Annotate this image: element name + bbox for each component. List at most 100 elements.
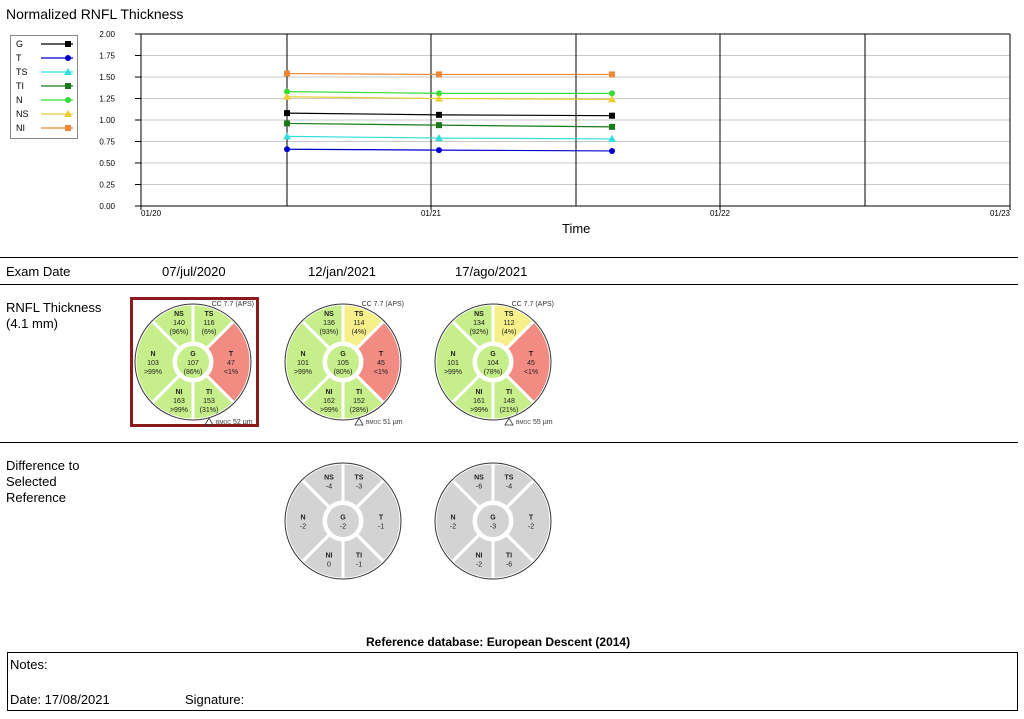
data-point-ts <box>608 134 616 142</box>
divider <box>0 442 1018 443</box>
sector-value-g: (86%) <box>184 369 203 376</box>
sector-value-t: 45 <box>527 360 535 367</box>
legend-marker <box>64 68 72 75</box>
legend-swatch <box>41 41 73 47</box>
legend-label: N <box>16 95 23 105</box>
sector-name-g: G <box>190 351 196 358</box>
sector-value-ns: 140 <box>173 320 185 327</box>
legend-entry-n: N <box>11 94 77 108</box>
chart-title: Normalized RNFL Thickness <box>6 6 184 22</box>
legend-label: NS <box>16 109 29 119</box>
sector-value-ni: 162 <box>323 398 335 405</box>
data-point-ns <box>435 94 443 102</box>
x-tick-label: 01/21 <box>421 209 442 218</box>
sector-chart: NS 134 (92%) TS 112 (4%) N 101 >99% T 45 <1% NI 161 >9… <box>433 301 554 426</box>
sector-value-n: 101 <box>297 360 309 367</box>
sector-name-t: T <box>529 351 534 358</box>
cc-label: CC 7.7 (APS) <box>512 301 554 308</box>
sector-value-ts: -3 <box>356 484 362 491</box>
sector-name-ti: TI <box>506 553 512 560</box>
sector-value-ti: (28%) <box>350 407 369 414</box>
bmo-prefix: BMOC <box>216 420 231 426</box>
bmo-triangle-icon <box>504 417 514 426</box>
sector-value-ts: (4%) <box>502 329 517 336</box>
sector-name-ns: NS <box>324 311 334 318</box>
sector-chart: NS 140 (96%) TS 116 (6%) N 103 >99% T 47 <1% NI 163 >9… <box>133 301 254 426</box>
sector-value-ti: (21%) <box>500 407 519 414</box>
y-tick-label: 0.25 <box>99 181 115 190</box>
rnfl-thickness-title: RNFL Thickness <box>6 300 102 315</box>
exam-date-2: 12/jan/2021 <box>308 264 376 279</box>
sector-name-ts: TS <box>505 475 514 482</box>
sector-name-ts: TS <box>355 311 364 318</box>
sector-global <box>325 344 361 380</box>
sector-value-g: 104 <box>487 360 499 367</box>
sector-chart-outline <box>434 303 552 421</box>
sector-value-ti: 152 <box>353 398 365 405</box>
data-point-g <box>609 112 615 119</box>
difference-label-line1: Difference to <box>6 458 80 473</box>
sector-name-ni: NI <box>326 389 333 396</box>
rnfl-trend-chart: 0.00 0.25 0.50 0.75 1.00 1.25 1.50 1.75 2.00 01/2… <box>99 30 1010 218</box>
bmo-prefix: BMOC <box>366 420 381 426</box>
sector-value-ni: >99% <box>170 407 188 414</box>
sector-value-t: <1% <box>374 369 388 376</box>
series-line-g <box>286 112 613 117</box>
sector-chart-outline <box>434 462 552 580</box>
sector-value-g: 105 <box>337 360 349 367</box>
sector-value-ns: -6 <box>476 484 482 491</box>
legend-label: NI <box>16 123 25 133</box>
chart-legend: G T TS TI N NS NI <box>10 35 78 139</box>
notes-box[interactable] <box>7 652 1018 711</box>
series-line-n <box>286 91 612 94</box>
data-point-ni <box>284 70 290 77</box>
series-line-ts <box>286 135 613 140</box>
sector-name-ti: TI <box>206 389 212 396</box>
sector-value-ts: -4 <box>506 484 512 491</box>
sector-name-ni: NI <box>176 389 183 396</box>
legend-swatch <box>41 83 73 89</box>
legend-entry-ns: NS <box>11 108 77 122</box>
sector-value-ns: (92%) <box>470 329 489 336</box>
difference-label-line3: Reference <box>6 490 66 505</box>
selected-reference-frame[interactable] <box>130 297 259 427</box>
sector-value-ti: (31%) <box>200 407 219 414</box>
sector-value-ti: 148 <box>503 398 515 405</box>
legend-swatch <box>41 97 73 103</box>
sector-value-ni: 163 <box>173 398 185 405</box>
difference-label-line2: Selected <box>6 474 57 489</box>
sector-chart: NS -4 TS -3 N -2 T -1 NI 0 TI -1 G -2 <box>283 461 403 581</box>
report-date: Date: 17/08/2021 <box>10 692 110 707</box>
sector-value-ts: 112 <box>503 320 514 327</box>
legend-marker <box>65 83 71 89</box>
difference-label: Difference to Selected Reference <box>6 458 79 506</box>
sector-value-g: 107 <box>187 360 199 367</box>
sector-value-t: 47 <box>227 360 235 367</box>
sector-value-t: <1% <box>224 369 238 376</box>
sector-charts: NS 140 (96%) TS 116 (6%) N 103 >99% T 47 <1% NI 163 >9… <box>133 301 554 581</box>
sector-name-ti: TI <box>506 389 512 396</box>
sector-name-g: G <box>340 351 346 358</box>
y-tick-label: 0.50 <box>99 159 115 168</box>
data-point-g <box>284 110 290 117</box>
cc-label: CC 7.7 (APS) <box>212 301 254 308</box>
sector-value-ns: 134 <box>473 320 485 327</box>
sector-value-n: -2 <box>450 524 456 531</box>
sector-value-ni: >99% <box>470 407 488 414</box>
sector-value-ns: (96%) <box>170 329 189 336</box>
sector-name-ts: TS <box>505 311 514 318</box>
legend-marker <box>64 110 72 117</box>
sector-name-g: G <box>340 515 346 522</box>
data-point-ni <box>609 71 615 78</box>
y-tick-label: 1.00 <box>99 116 115 125</box>
data-point-ti <box>436 122 442 129</box>
sector-value-ti: -6 <box>506 562 512 569</box>
sector-name-n: N <box>450 351 455 358</box>
sector-value-g: (80%) <box>334 369 353 376</box>
sector-name-n: N <box>300 515 305 522</box>
bmo-value: 52 µm <box>233 419 253 426</box>
data-point-t <box>436 147 442 154</box>
sector-chart-outline <box>134 303 252 421</box>
bmo-triangle-icon <box>204 417 214 426</box>
bmo-value: 55 µm <box>533 419 553 426</box>
